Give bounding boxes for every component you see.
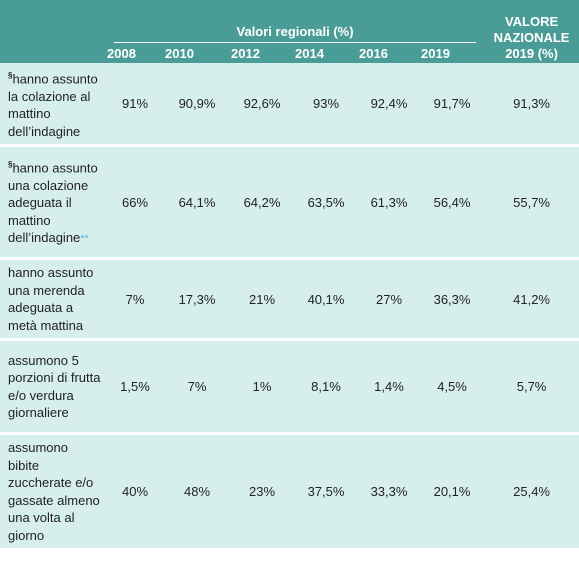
value-cell: 7% bbox=[164, 341, 230, 436]
value-cell: 1,5% bbox=[106, 341, 164, 436]
row-label-cell: hanno assunto una merenda adeguata a met… bbox=[0, 260, 106, 342]
regional-values-title: Valori regionali (%) bbox=[236, 24, 354, 39]
national-heading-line2: NAZIONALE bbox=[493, 30, 570, 45]
table-row: assumono bibite zuccherate e/o gassate a… bbox=[0, 435, 579, 552]
national-value-cell: 5,7% bbox=[484, 341, 579, 436]
value-cell: 40,1% bbox=[294, 260, 358, 342]
year-header: 2012 bbox=[231, 45, 260, 61]
national-heading-line1: VALORE bbox=[504, 14, 559, 29]
value-cell: 92,6% bbox=[230, 63, 294, 148]
section-marker: § bbox=[8, 159, 13, 169]
value-cell: 37,5% bbox=[294, 435, 358, 552]
value-cell: 92,4% bbox=[358, 63, 420, 148]
header-corner-lower bbox=[0, 43, 106, 63]
value-cell: 48% bbox=[164, 435, 230, 552]
heading-divider bbox=[114, 42, 477, 43]
value-cell: 90,9% bbox=[164, 63, 230, 148]
value-cell: 91% bbox=[106, 63, 164, 148]
value-cell: 61,3% bbox=[358, 147, 420, 261]
section-marker: § bbox=[8, 71, 13, 80]
year-header: 2019 bbox=[421, 45, 450, 61]
value-cell: 21% bbox=[230, 260, 294, 342]
national-value-cell: 55,7% bbox=[484, 147, 579, 261]
value-cell: 23% bbox=[230, 435, 294, 552]
national-heading-line3: 2019 (%) bbox=[505, 46, 558, 61]
row-label-cell: §hanno assunto una colazione adeguata il… bbox=[0, 147, 106, 261]
value-cell: 4,5% bbox=[420, 341, 485, 436]
value-cell: 40% bbox=[106, 435, 164, 552]
row-label: assumono 5 porzioni di frutta e/o verdur… bbox=[8, 352, 101, 421]
year-header: 2010 bbox=[165, 45, 194, 61]
row-label-cell: assumono bibite zuccherate e/o gassate a… bbox=[0, 435, 106, 552]
value-cell: 20,1% bbox=[420, 435, 485, 552]
row-label: hanno assunto la colazione al mattino de… bbox=[8, 71, 98, 139]
value-cell: 66% bbox=[106, 147, 164, 261]
national-value-cell: 41,2% bbox=[484, 260, 579, 342]
header-corner bbox=[0, 0, 106, 43]
header-row-top: Valori regionali (%) VALORE NAZIONALE 20… bbox=[0, 0, 579, 61]
value-cell: 33,3% bbox=[358, 435, 420, 552]
value-cell: 63,5% bbox=[294, 147, 358, 261]
table-row: assumono 5 porzioni di frutta e/o verdur… bbox=[0, 341, 579, 436]
table-row: hanno assunto una merenda adeguata a met… bbox=[0, 260, 579, 342]
national-value-cell: 91,3% bbox=[484, 63, 579, 148]
value-cell: 36,3% bbox=[420, 260, 485, 342]
table-row: §hanno assunto una colazione adeguata il… bbox=[0, 147, 579, 261]
value-cell: 64,1% bbox=[164, 147, 230, 261]
value-cell: 56,4% bbox=[420, 147, 485, 261]
value-cell: 7% bbox=[106, 260, 164, 342]
row-label: hanno assunto una colazione adeguata il … bbox=[8, 160, 98, 246]
value-cell: 17,3% bbox=[164, 260, 230, 342]
value-cell: 64,2% bbox=[230, 147, 294, 261]
value-cell: 1,4% bbox=[358, 341, 420, 436]
header-row-years: 2008 2010 2012 2014 2016 2019 bbox=[0, 43, 579, 63]
regional-values-heading: Valori regionali (%) bbox=[106, 0, 484, 43]
row-label: hanno assunto una merenda adeguata a met… bbox=[8, 265, 94, 333]
year-header: 2016 bbox=[359, 45, 388, 61]
value-cell: 93% bbox=[294, 63, 358, 148]
row-label: assumono bibite zuccherate e/o gassate a… bbox=[8, 440, 100, 543]
value-cell: 8,1% bbox=[294, 341, 358, 436]
footnote-link[interactable]: ** bbox=[80, 233, 89, 246]
row-label-cell: assumono 5 porzioni di frutta e/o verdur… bbox=[0, 341, 106, 436]
table-row: §hanno assunto la colazione al mattino d… bbox=[0, 63, 579, 148]
nutrition-table: Valori regionali (%) VALORE NAZIONALE 20… bbox=[0, 0, 579, 552]
national-value-heading: VALORE NAZIONALE 2019 (%) bbox=[484, 0, 579, 63]
value-cell: 91,7% bbox=[420, 63, 485, 148]
year-header: 2008 bbox=[107, 45, 136, 61]
row-label-cell: §hanno assunto la colazione al mattino d… bbox=[0, 63, 106, 148]
value-cell: 27% bbox=[358, 260, 420, 342]
year-header: 2014 bbox=[295, 45, 324, 61]
value-cell: 1% bbox=[230, 341, 294, 436]
national-value-cell: 25,4% bbox=[484, 435, 579, 552]
